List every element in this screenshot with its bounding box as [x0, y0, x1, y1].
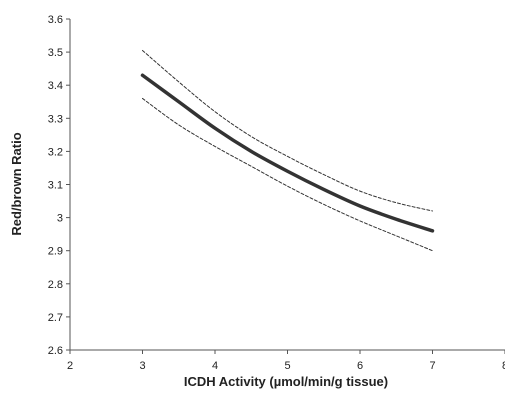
x-axis-title: ICDH Activity (µmol/min/g tissue): [184, 374, 388, 389]
axes: [66, 18, 505, 354]
x-tick-label: 8: [502, 360, 505, 372]
fitted-line: [140, 73, 435, 233]
x-tick-label: 7: [429, 360, 435, 372]
x-tick-label: 3: [139, 360, 145, 372]
y-tick-label: 3.6: [48, 14, 63, 26]
y-tick-label: 3.5: [48, 47, 63, 59]
y-tick-label: 3: [57, 213, 63, 225]
x-tick-label: 6: [357, 360, 363, 372]
y-tick-label: 3.3: [48, 113, 63, 125]
y-tick-label: 2.7: [48, 312, 63, 324]
y-tick-label: 3.1: [48, 180, 63, 192]
tick-labels: 2.6 2.7 2.8 2.9 3 3.1 3.2 3.3 3.4 3.5 3.6 2 3 4 5 6 7 8: [48, 14, 505, 372]
series-lines: [140, 49, 435, 252]
x-tick-label: 4: [212, 360, 218, 372]
lower-confidence-line: [142, 97, 433, 252]
x-tick-label: 5: [284, 360, 290, 372]
y-tick-label: 2.6: [48, 345, 63, 357]
x-tick-label: 2: [67, 360, 73, 372]
y-tick-label: 3.2: [48, 146, 63, 158]
y-axis-title: Red/brown Ratio: [9, 132, 24, 235]
y-tick-label: 3.4: [48, 80, 63, 92]
y-tick-label: 2.9: [48, 246, 63, 258]
upper-confidence-line: [142, 49, 433, 212]
y-tick-label: 2.8: [48, 279, 63, 291]
